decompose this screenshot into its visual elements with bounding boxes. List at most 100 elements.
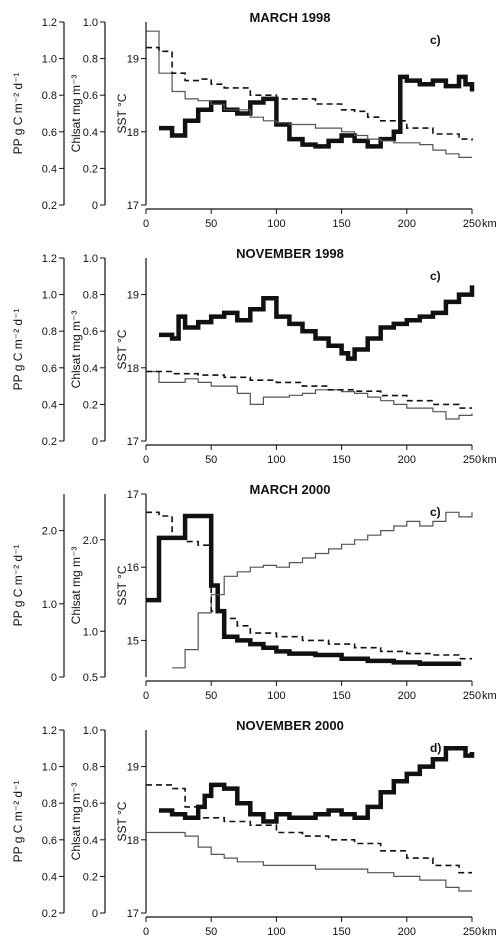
chl-tick-label: 0: [92, 200, 98, 212]
pp-tick-label: 0.2: [42, 908, 57, 920]
x-axis-title: km: [482, 690, 497, 702]
x-tick-label: 250: [463, 926, 481, 938]
sst-tick-label: 18: [127, 363, 139, 375]
x-tick-label: 0: [143, 218, 149, 230]
x-tick-label: 0: [143, 926, 149, 938]
chl-tick-label: 2.0: [83, 535, 98, 547]
chl-tick-label: 0.8: [83, 290, 98, 302]
chl-tick-label: 1.0: [83, 626, 98, 638]
pp-tick-label: 1.0: [42, 762, 57, 774]
sst-tick-label: 17: [127, 436, 139, 448]
sst-series-line: [146, 46, 473, 141]
pp-series-line: [159, 74, 475, 149]
sst-series-line: [146, 784, 472, 874]
x-tick-label: 100: [267, 454, 285, 466]
chl-axis-title: Chlsat mg m⁻³: [69, 311, 83, 389]
x-tick-label: 150: [332, 218, 350, 230]
x-tick-label: 0: [143, 690, 149, 702]
sst-axis-title: SST °C: [115, 801, 129, 841]
pp-axis-title: PP g C m⁻² d⁻¹: [11, 781, 25, 863]
chl-axis-title: Chlsat mg m⁻³: [69, 75, 83, 153]
sst-series-line: [146, 511, 472, 660]
panel-tag: c): [430, 269, 441, 283]
pp-tick-label: 1.2: [42, 17, 57, 29]
chl-tick-label: 0.2: [83, 871, 98, 883]
x-tick-label: 100: [267, 218, 285, 230]
sst-tick-label: 15: [127, 635, 139, 647]
sst-tick-label: 18: [127, 127, 139, 139]
x-tick-label: 200: [398, 218, 416, 230]
pp-series-line: [159, 285, 475, 361]
chl-tick-label: 0.4: [83, 363, 98, 375]
chl-tick-label: 0.5: [83, 672, 98, 684]
x-tick-label: 50: [205, 218, 217, 230]
chl-tick-label: 1.0: [83, 253, 98, 265]
chl-tick-label: 0.4: [83, 835, 98, 847]
chl-tick-label: 0.8: [83, 54, 98, 66]
panel-title: MARCH 2000: [250, 482, 331, 497]
chl-tick-label: 0.2: [83, 163, 98, 175]
panel-tag: c): [430, 33, 441, 47]
x-tick-label: 250: [463, 454, 481, 466]
sst-tick-label: 18: [127, 835, 139, 847]
pp-tick-label: 1.0: [42, 54, 57, 66]
pp-tick-label: 1.2: [42, 725, 57, 737]
pp-tick-label: 0.2: [42, 200, 57, 212]
pp-axis-title: PP g C m⁻² d⁻¹: [11, 545, 25, 627]
sst-tick-label: 19: [127, 762, 139, 774]
chl-series-line: [146, 831, 472, 892]
pp-tick-label: 0.8: [42, 90, 57, 102]
x-tick-label: 50: [205, 454, 217, 466]
chl-tick-label: 0.6: [83, 798, 98, 810]
pp-tick-label: 0.4: [42, 163, 57, 175]
x-tick-label: 250: [463, 218, 481, 230]
chl-tick-label: 1.0: [83, 725, 98, 737]
chart-panel: NOVEMBER 2000 d) 1.2 1.0 0.8 0.6 0.4 0.2 PP g C …: [0, 708, 500, 944]
chl-tick-label: 0.8: [83, 762, 98, 774]
panel-tag: c): [430, 505, 441, 519]
chart-svg: NOVEMBER 1998 c) 1.2 1.0 0.8 0.6 0.4 0.2 PP g C …: [11, 246, 497, 466]
sst-tick-label: 19: [127, 54, 139, 66]
x-tick-label: 200: [398, 926, 416, 938]
x-tick-label: 150: [332, 690, 350, 702]
pp-axis-title: PP g C m⁻² d⁻¹: [11, 73, 25, 155]
pp-tick-label: 0.6: [42, 127, 57, 139]
sst-tick-label: 17: [127, 489, 139, 501]
pp-tick-label: 0.6: [42, 363, 57, 375]
x-axis-title: km: [482, 218, 497, 230]
x-tick-label: 0: [143, 454, 149, 466]
x-tick-label: 50: [205, 690, 217, 702]
pp-tick-label: 1.2: [42, 253, 57, 265]
pp-tick-label: 1.0: [42, 599, 57, 611]
pp-axis-title: PP g C m⁻² d⁻¹: [11, 309, 25, 391]
pp-series-line: [146, 513, 462, 667]
x-axis-title: km: [482, 926, 497, 938]
pp-tick-label: 0.8: [42, 798, 57, 810]
x-tick-label: 200: [398, 690, 416, 702]
pp-tick-label: 1.0: [42, 290, 57, 302]
chart-panel: MARCH 1998 c) 1.2 1.0 0.8 0.6 0.4 0.2 PP g C m⁻²…: [0, 0, 500, 236]
x-tick-label: 150: [332, 454, 350, 466]
pp-series-line: [159, 746, 475, 824]
chl-tick-label: 0.2: [83, 399, 98, 411]
chl-tick-label: 1.0: [83, 17, 98, 29]
x-tick-label: 250: [463, 690, 481, 702]
x-tick-label: 50: [205, 926, 217, 938]
x-tick-label: 100: [267, 690, 285, 702]
chl-axis-title: Chlsat mg m⁻³: [69, 547, 83, 625]
chl-tick-label: 0.4: [83, 127, 98, 139]
chart-svg: NOVEMBER 2000 d) 1.2 1.0 0.8 0.6 0.4 0.2 PP g C …: [11, 718, 497, 938]
x-tick-label: 150: [332, 926, 350, 938]
sst-tick-label: 17: [127, 908, 139, 920]
chart-svg: MARCH 2000 c) 2.0 1.0 0 PP g C m⁻² d⁻¹ 2.0 1.0 0…: [11, 482, 497, 702]
chart-panel: MARCH 2000 c) 2.0 1.0 0 PP g C m⁻² d⁻¹ 2.0 1.0 0…: [0, 472, 500, 708]
panel-title: NOVEMBER 1998: [236, 246, 344, 261]
sst-axis-title: SST °C: [115, 329, 129, 369]
pp-tick-label: 0.6: [42, 835, 57, 847]
x-tick-label: 200: [398, 454, 416, 466]
chart-svg: MARCH 1998 c) 1.2 1.0 0.8 0.6 0.4 0.2 PP g C m⁻²…: [11, 10, 497, 230]
x-tick-label: 100: [267, 926, 285, 938]
chart-panel: NOVEMBER 1998 c) 1.2 1.0 0.8 0.6 0.4 0.2 PP g C …: [0, 236, 500, 472]
pp-tick-label: 0.4: [42, 399, 57, 411]
